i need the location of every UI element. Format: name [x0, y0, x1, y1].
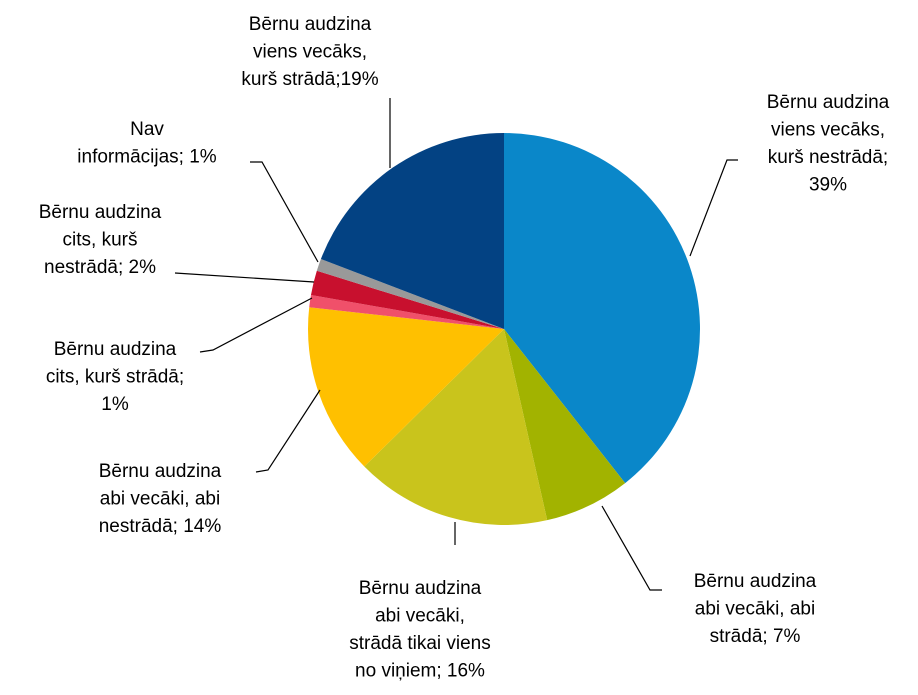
- data-label: Bērnu audzina: [359, 578, 482, 599]
- data-label: Nav: [130, 119, 164, 140]
- data-label: Bērnu audzina: [249, 14, 372, 35]
- data-label: strādā; 7%: [710, 626, 801, 647]
- data-label: Bērnu audzina: [99, 461, 222, 482]
- data-label: abi vecāki,: [375, 606, 465, 627]
- pie-slice: [316, 259, 504, 329]
- data-label: informācijas; 1%: [77, 147, 216, 168]
- leader-line: [199, 297, 313, 353]
- leader-line: [601, 505, 662, 591]
- data-label: cits, kurš strādā;: [46, 367, 184, 388]
- data-label: no viņiem; 16%: [355, 661, 485, 682]
- leader-line: [174, 272, 315, 283]
- data-label: cits, kurš: [63, 230, 138, 251]
- data-label: Bērnu audzina: [694, 571, 817, 592]
- data-label: kurš strādā;19%: [241, 69, 378, 90]
- pie-slice: [320, 133, 504, 329]
- data-label: nestrādā; 14%: [99, 516, 222, 537]
- data-label: viens vecāks,: [771, 120, 885, 141]
- data-label: Bērnu audzina: [767, 92, 890, 113]
- pie-slice: [310, 270, 504, 329]
- pie-slice: [364, 329, 548, 526]
- data-label: Bērnu audzina: [39, 202, 162, 223]
- leader-line: [255, 389, 321, 473]
- leader-line: [689, 159, 738, 257]
- data-label: abi vecāki, abi: [100, 489, 220, 510]
- data-label: kurš nestrādā;: [768, 147, 888, 168]
- pie-slice: [308, 307, 504, 467]
- leader-line: [250, 161, 319, 263]
- pie-slice: [504, 133, 700, 484]
- data-label: 39%: [809, 175, 847, 196]
- data-label: nestrādā; 2%: [44, 257, 156, 278]
- data-label: abi vecāki, abi: [695, 599, 815, 620]
- data-label: strādā tikai viens: [349, 633, 491, 654]
- data-label: viens vecāks,: [253, 42, 367, 63]
- pie-slice: [309, 294, 504, 329]
- pie-slice: [504, 329, 626, 521]
- data-label: 1%: [101, 394, 129, 415]
- data-label: Bērnu audzina: [54, 339, 177, 360]
